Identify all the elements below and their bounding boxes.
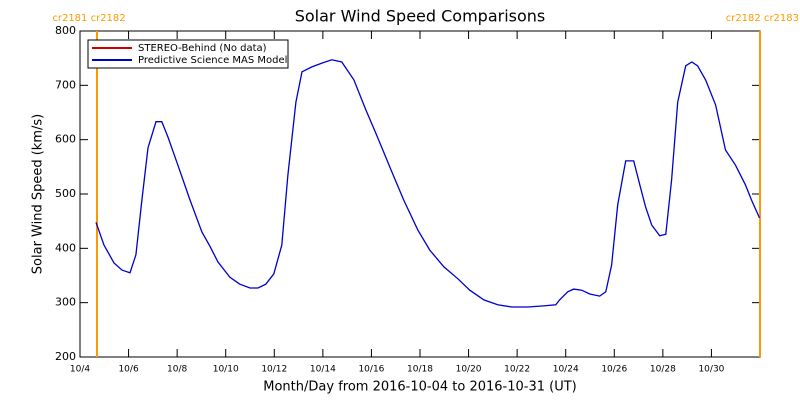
y-tick-label: 300: [55, 296, 76, 309]
series-line: [95, 59, 761, 308]
y-tick-label: 400: [55, 241, 76, 254]
legend-label: STEREO-Behind (No data): [138, 43, 267, 54]
cr-label: cr2182 cr2183: [726, 13, 799, 24]
x-tick-label: 10/14: [310, 365, 336, 375]
x-tick-label: 10/8: [167, 365, 187, 375]
x-tick-label: 10/12: [261, 365, 287, 375]
x-tick-label: 10/20: [456, 365, 482, 375]
y-tick-label: 800: [55, 24, 76, 37]
x-tick-label: 10/30: [698, 365, 724, 375]
y-tick-label: 200: [55, 350, 76, 363]
x-tick-label: 10/26: [601, 365, 627, 375]
y-tick-label: 700: [55, 78, 76, 91]
x-tick-label: 10/16: [358, 365, 384, 375]
y-tick-label: 600: [55, 133, 76, 146]
x-tick-label: 10/10: [213, 365, 239, 375]
x-tick-label: 10/18: [407, 365, 433, 375]
x-tick-label: 10/22: [504, 365, 530, 375]
x-tick-label: 10/28: [650, 365, 676, 375]
chart-title: Solar Wind Speed Comparisons: [295, 7, 546, 26]
x-tick-label: 10/6: [118, 365, 138, 375]
y-axis-label: Solar Wind Speed (km/s): [31, 114, 46, 274]
x-tick-label: 10/24: [553, 365, 579, 375]
x-axis-label: Month/Day from 2016-10-04 to 2016-10-31 …: [263, 380, 576, 395]
y-tick-label: 500: [55, 187, 76, 200]
x-tick-label: 10/4: [70, 365, 90, 375]
legend-box: [87, 39, 289, 69]
legend-label: Predictive Science MAS Model: [138, 55, 287, 66]
cr-label: cr2181 cr2182: [52, 13, 125, 24]
plot-frame: [79, 30, 761, 358]
